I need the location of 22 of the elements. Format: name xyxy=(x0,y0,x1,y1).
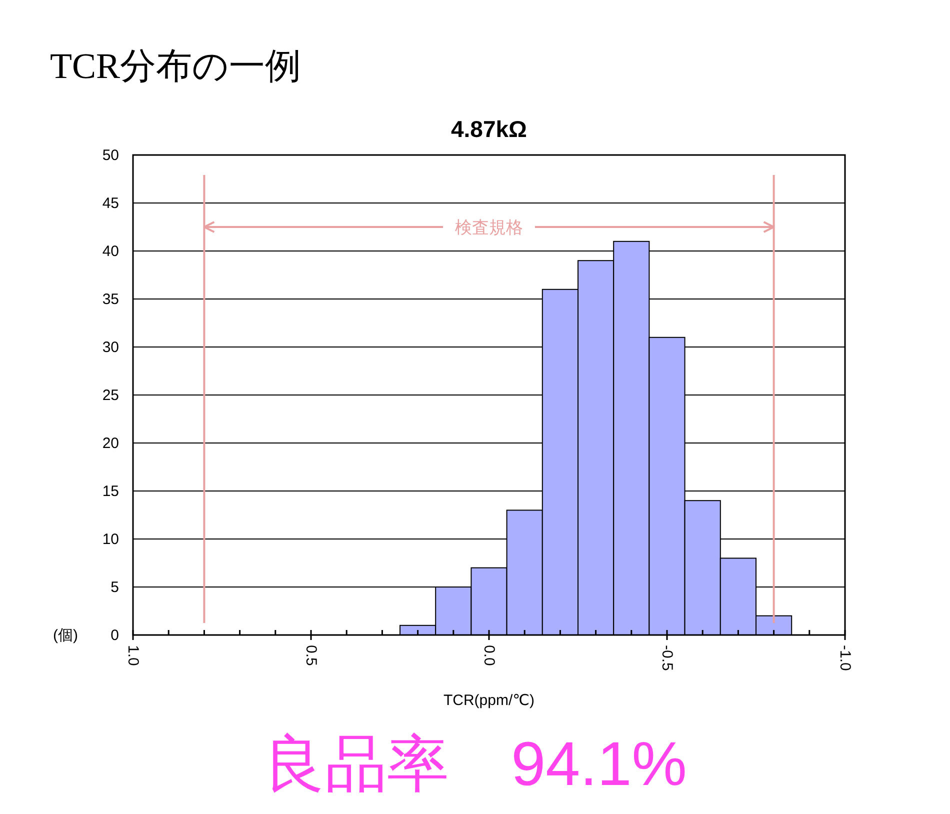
y-tick-label: 40 xyxy=(102,243,119,260)
y-tick-label: 20 xyxy=(102,435,119,452)
y-tick-label: 50 xyxy=(102,147,119,164)
chart-title: TCR分布の一例 xyxy=(50,46,302,86)
y-tick-label: 5 xyxy=(110,579,119,596)
y-tick-label: 45 xyxy=(102,195,119,212)
x-tick-label: 0.0 xyxy=(480,645,498,666)
annotation: 検査規格 xyxy=(455,218,523,237)
text: 良品率 94.1% xyxy=(263,730,687,799)
y-tick-label: 35 xyxy=(102,291,119,308)
y-tick-label: 10 xyxy=(102,531,119,548)
y-tick-label: 15 xyxy=(102,483,119,500)
chart-subtitle: 4.87kΩ xyxy=(451,116,527,142)
y-axis-title: (個) xyxy=(53,627,78,644)
x-tick-label: 1.0 xyxy=(124,645,142,666)
y-tick-label: 30 xyxy=(102,339,119,356)
x-tick-label: -0.5 xyxy=(658,645,676,671)
x-axis-title: TCR(ppm/℃) xyxy=(443,692,535,709)
y-tick-label: 25 xyxy=(102,387,119,404)
y-tick-label: 0 xyxy=(110,627,119,644)
x-tick-label: 0.5 xyxy=(302,645,320,666)
x-tick-label: -1.0 xyxy=(836,645,854,671)
